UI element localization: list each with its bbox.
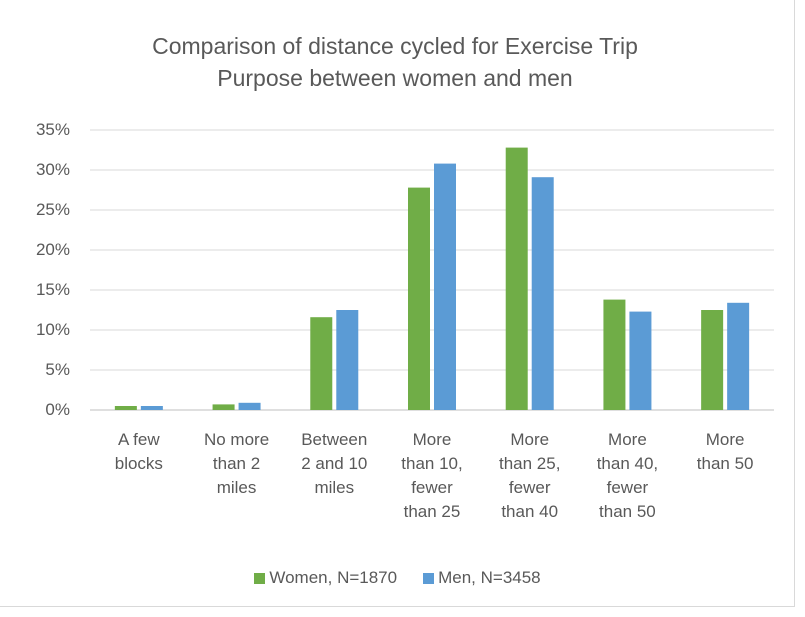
bar: [408, 187, 430, 410]
chart-title: Comparison of distance cycled for Exerci…: [152, 33, 638, 91]
bar: [505, 147, 528, 410]
y-tick-label: 20%: [35, 240, 70, 259]
y-tick-label: 25%: [35, 200, 70, 219]
legend-swatch: [423, 572, 435, 584]
bar: [212, 404, 235, 410]
chart-border: [0, 0, 795, 607]
y-tick-label: 0%: [45, 400, 70, 419]
bar: [531, 177, 554, 410]
bar: [140, 406, 163, 410]
bar: [238, 402, 261, 410]
bar: [434, 163, 456, 410]
bar: [336, 310, 359, 410]
legend-item: Men, N=3458: [423, 568, 541, 588]
bar: [727, 302, 750, 410]
x-tick-label: More than 40, fewer than 50: [596, 430, 659, 521]
bar: [310, 317, 333, 410]
bar: [114, 406, 137, 410]
x-tick-label: Between 2 and 10 miles: [301, 430, 368, 497]
bar: [701, 310, 724, 410]
x-tick-label: No more than 2 miles: [203, 430, 270, 497]
bar: [629, 311, 652, 410]
legend-item: Women, N=1870: [254, 568, 397, 588]
y-tick-label: 5%: [45, 360, 70, 379]
legend-label: Men, N=3458: [438, 568, 541, 587]
x-tick-label: More than 10, fewer than 25: [401, 430, 463, 521]
y-tick-label: 30%: [35, 160, 70, 179]
x-tick-label: A few blocks: [114, 430, 163, 473]
x-tick-label: More than 50: [696, 430, 754, 473]
y-tick-label: 15%: [35, 280, 70, 299]
legend-label: Women, N=1870: [269, 568, 398, 587]
x-tick-label: More than 25, fewer than 40: [498, 430, 561, 521]
legend-swatch: [254, 572, 266, 584]
bar: [603, 299, 626, 410]
legend: Women, N=1870 Men, N=3458: [0, 568, 795, 588]
y-tick-label: 35%: [35, 120, 70, 139]
y-tick-label: 10%: [35, 320, 70, 339]
